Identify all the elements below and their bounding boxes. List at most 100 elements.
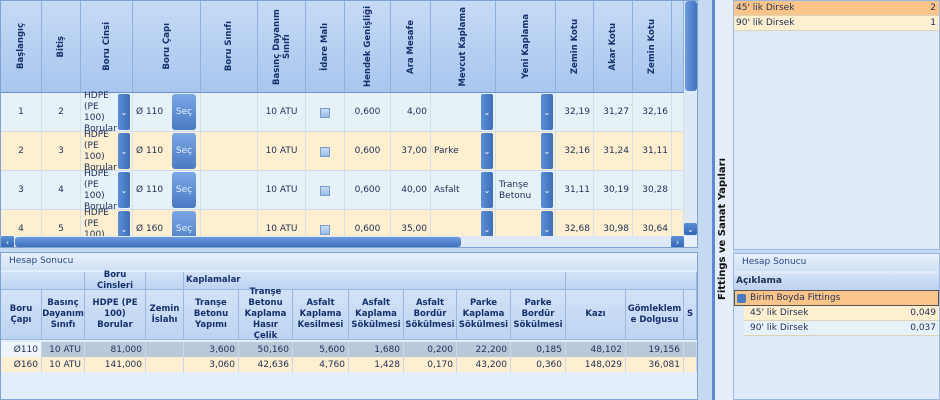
header-label: Akar Kotu [608, 22, 618, 71]
header-zemin-kotu-2[interactable]: Zemin Kotu [633, 1, 672, 93]
scroll-right-icon[interactable]: › [671, 236, 684, 247]
header-hendek-genisligi[interactable]: Hendek Genişliği [345, 1, 391, 93]
yeni-kaplama-cell[interactable]: ⌄ [496, 93, 556, 132]
header-bitis[interactable]: Bitiş [42, 1, 81, 93]
idare-mali-cell[interactable] [306, 210, 345, 247]
idare-mali-cell[interactable] [306, 132, 345, 171]
result-cell: 0,170 [404, 357, 457, 372]
horizontal-scrollbar[interactable]: ‹ › [1, 236, 684, 247]
basinc-dayanim-cell: 10 ATU [258, 171, 306, 210]
result-row[interactable]: Ø110 10 ATU 81,000 3,600 50,160 5,600 1,680 0,2… [1, 342, 697, 357]
result-column-header[interactable]: Tranşe Betonu Kaplama Hasır Çelik [239, 287, 293, 341]
select-button[interactable]: Seç [172, 94, 196, 130]
chevron-down-icon[interactable]: ⌄ [118, 172, 130, 208]
vertical-scrollbar[interactable]: ⌄ [684, 1, 697, 236]
select-button[interactable]: Seç [172, 133, 196, 169]
akar-kotu-value: 30,98 [603, 224, 629, 234]
header-boru-capi[interactable]: Boru Çapı [133, 1, 201, 93]
header-mevcut-kaplama[interactable]: Mevcut Kaplama [431, 1, 496, 93]
header-boru-sinifi[interactable]: Boru Sınıfı [201, 1, 258, 93]
result-column-header[interactable]: Asfalt Kaplama Kesilmesi [293, 290, 349, 340]
boru-capi-cell[interactable]: Ø 110 Seç [133, 93, 201, 132]
scrollbar-thumb[interactable] [685, 1, 697, 91]
result-cell [684, 342, 697, 357]
result-column-header[interactable]: Gömleklem e Dolgusu [626, 290, 684, 340]
idare-mali-cell[interactable] [306, 171, 345, 210]
chevron-down-icon[interactable]: ⌄ [481, 172, 493, 208]
group-label: Birim Boyda Fittings [750, 293, 841, 303]
fitting-qty[interactable]: 2 [930, 3, 936, 13]
chevron-down-icon[interactable]: ⌄ [481, 133, 493, 169]
header-idare-mali[interactable]: İdare Malı [306, 1, 345, 93]
boru-cinsi-cell[interactable]: HDPE (PE 100) Borular⌄ [81, 169, 133, 212]
zemin-kotu-2-value: 30,64 [642, 224, 668, 234]
header-zemin-kotu[interactable]: Zemin Kotu [556, 1, 594, 93]
boru-cinsi-value: HDPE (PE 100) Borular [84, 90, 117, 134]
header-baslangic[interactable]: Başlangıç [1, 1, 42, 93]
result-column-header[interactable]: Boru Çapı [1, 290, 42, 340]
boru-capi-value: Ø 160 [136, 224, 164, 234]
result-cell [146, 357, 184, 372]
result-column-header[interactable]: Asfalt Bordür Sökülmesi [404, 290, 457, 340]
basinc-dayanim-value: 10 ATU [265, 107, 298, 117]
result-row[interactable]: Ø160 10 ATU 141,000 3,060 42,636 4,760 1,428 0,… [1, 357, 697, 372]
chevron-down-icon[interactable]: ⌄ [481, 94, 493, 130]
fittings-result-row[interactable]: 90' lik Dirsek 0,037 [744, 321, 939, 336]
result-column-header[interactable]: Zemin İslahı [146, 290, 184, 340]
table-row[interactable]: 1 2 HDPE (PE 100) Borular ⌄ Ø 110 Seç 10 ATU 0,… [1, 90, 684, 134]
yeni-kaplama-cell[interactable]: ⌄ [496, 132, 556, 171]
idare-mali-checkbox[interactable] [320, 107, 330, 118]
select-button[interactable]: Seç [172, 172, 196, 208]
result-column-header[interactable]: Kazı [566, 290, 626, 340]
result-column-header[interactable]: Basınç Dayanım Sınıfı [42, 290, 85, 340]
chevron-down-icon[interactable]: ⌄ [118, 94, 130, 130]
collapse-icon[interactable] [737, 294, 746, 303]
mevcut-kaplama-cell[interactable]: ⌄ [431, 93, 496, 132]
header-basinc-dayanim[interactable]: Basınç Dayanım Sınıfı [258, 1, 306, 93]
header-yeni-kaplama[interactable]: Yeni Kaplama [496, 1, 556, 93]
result-column-header[interactable]: Parke Kaplama Sökülmesi [457, 290, 511, 340]
boru-capi-cell[interactable]: Ø 110 Seç [133, 171, 201, 210]
idare-mali-cell[interactable] [306, 93, 345, 132]
header-ara-mesafe[interactable]: Ara Mesafe [391, 1, 431, 93]
mevcut-kaplama-cell[interactable]: Parke ⌄ [431, 132, 496, 171]
fittings-result-row[interactable]: 45' lik Dirsek 0,049 [744, 306, 939, 321]
chevron-down-icon[interactable]: ⌄ [118, 133, 130, 169]
header-label: Boru Sınıfı [224, 21, 234, 72]
scroll-down-icon[interactable]: ⌄ [684, 223, 697, 235]
header-boru-cinsi[interactable]: Boru Cinsi [81, 1, 133, 93]
boru-capi-cell[interactable]: Ø 110 Seç [133, 132, 201, 171]
result-cell: 10 ATU [42, 342, 85, 357]
hendek-genisligi-value: 0,600 [354, 146, 381, 156]
chevron-down-icon[interactable]: ⌄ [541, 172, 553, 208]
mevcut-kaplama-cell[interactable]: Asfalt ⌄ [431, 171, 496, 210]
scrollbar-thumb[interactable] [15, 237, 461, 247]
boru-cinsi-cell[interactable]: HDPE (PE 100) Borular⌄ [81, 90, 133, 134]
chevron-down-icon[interactable]: ⌄ [541, 133, 553, 169]
result-column-header[interactable]: HDPE (PE 100) Borular [85, 290, 146, 340]
fitting-name: 45' lik Dirsek [736, 3, 795, 13]
result-column-header[interactable]: Asfalt Kaplama Sökülmesi [349, 290, 404, 340]
chevron-down-icon[interactable]: ⌄ [541, 94, 553, 130]
table-row[interactable]: 3 4 HDPE (PE 100) Borular ⌄ Ø 110 Seç 10 ATU 0,… [1, 169, 684, 212]
idare-mali-checkbox[interactable] [320, 146, 330, 157]
group-row[interactable]: Birim Boyda Fittings [734, 290, 939, 306]
yeni-kaplama-cell[interactable]: Tranşe Betonu ⌄ [496, 171, 556, 210]
fittings-row[interactable]: 90' lik Dirsek 1 [734, 16, 939, 31]
scroll-left-icon[interactable]: ‹ [1, 236, 14, 247]
fittings-row[interactable]: 45' lik Dirsek 2 [734, 1, 939, 16]
result-column-header[interactable]: Parke Bordür Sökülmesi [511, 290, 566, 340]
boru-capi-value: Ø 110 [136, 146, 164, 156]
fittings-result-header: Açıklama [734, 274, 939, 290]
header-akar-kotu[interactable]: Akar Kotu [594, 1, 633, 93]
boru-cinsi-cell[interactable]: HDPE (PE 100) Borular⌄ [81, 130, 133, 173]
fittings-panel-tab[interactable]: Fittings ve Sanat Yapıları [712, 0, 733, 400]
result-column-header[interactable]: Tranşe Betonu Yapımı [184, 290, 239, 340]
table-row[interactable]: 2 3 HDPE (PE 100) Borular ⌄ Ø 110 Seç 10 ATU 0,… [1, 130, 684, 173]
header-label: Basınç Dayanım Sınıfı [271, 8, 292, 85]
result-column-header[interactable]: S [684, 290, 697, 340]
baslangic-value: 3 [18, 185, 24, 195]
idare-mali-checkbox[interactable] [320, 224, 330, 235]
idare-mali-checkbox[interactable] [320, 185, 330, 196]
fitting-qty[interactable]: 1 [930, 18, 936, 28]
